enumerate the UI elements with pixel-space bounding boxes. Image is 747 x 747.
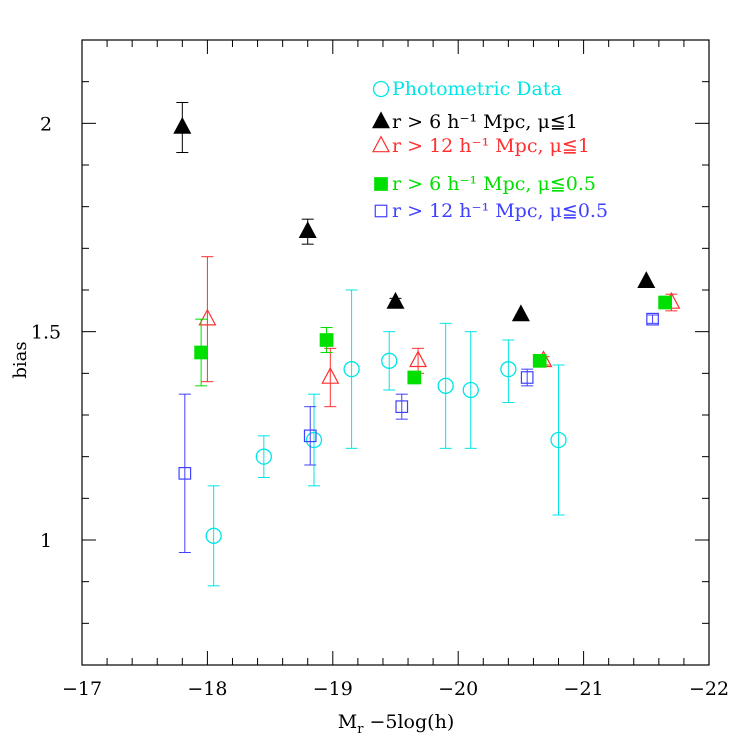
legend-label: r > 6 h⁻¹ Mpc, μ≦1 — [392, 111, 578, 133]
legend-item-1: r > 6 h⁻¹ Mpc, μ≦1 — [372, 111, 578, 133]
legend-item-3: r > 6 h⁻¹ Mpc, μ≦0.5 — [374, 173, 596, 195]
marker-circle — [462, 381, 479, 399]
data-point — [205, 485, 222, 587]
series-0 — [205, 289, 567, 587]
marker-triangle — [173, 116, 192, 134]
data-point — [381, 331, 398, 391]
legend-label: Photometric Data — [392, 78, 562, 100]
marker-triangle — [198, 308, 217, 326]
legend-item-0: Photometric Data — [372, 78, 562, 100]
data-point — [437, 322, 454, 449]
series-1 — [173, 102, 656, 322]
marker-triangle — [386, 291, 405, 309]
marker-triangle — [409, 350, 428, 368]
marker-circle — [437, 377, 454, 394]
data-point — [321, 347, 340, 408]
x-tick-label: −21 — [564, 678, 604, 700]
data-point — [520, 368, 534, 387]
data-point — [500, 339, 517, 403]
data-point — [550, 364, 567, 516]
x-axis-title-main: M — [338, 711, 357, 733]
series-2 — [198, 256, 681, 408]
y-tick-label: 2 — [40, 113, 52, 135]
x-axis-title: Mr −5log(h) — [338, 711, 454, 737]
x-tick-label: −18 — [187, 678, 227, 700]
marker-circle — [381, 352, 398, 369]
marker-square — [520, 371, 534, 384]
series-layer — [173, 102, 681, 587]
x-axis-title-rest: −5log(h) — [363, 711, 454, 733]
data-point — [343, 289, 360, 449]
marker-triangle — [372, 135, 390, 153]
legend-label: r > 12 h⁻¹ Mpc, μ≦0.5 — [392, 200, 608, 222]
x-axis-title-subscript: r — [357, 722, 364, 737]
data-point — [319, 327, 334, 353]
axis-titles: Mr −5log(h) bias — [10, 341, 454, 737]
data-point — [532, 353, 547, 368]
data-point — [646, 312, 659, 326]
data-point — [173, 102, 192, 153]
y-tick-label: 1.5 — [31, 322, 61, 344]
series-3 — [194, 295, 672, 387]
legend-item-2: r > 12 h⁻¹ Mpc, μ≦1 — [372, 135, 590, 157]
y-tick-labels: 11.52 — [31, 113, 61, 552]
data-point — [303, 406, 317, 466]
marker-triangle — [637, 271, 656, 288]
marker-square — [319, 333, 334, 347]
marker-circle — [205, 527, 222, 544]
marker-square — [303, 429, 317, 443]
marker-square — [194, 345, 208, 360]
data-point — [194, 318, 208, 387]
marker-triangle — [298, 221, 317, 238]
marker-square — [374, 177, 388, 191]
data-point — [637, 271, 656, 288]
axis-ticks — [81, 39, 710, 666]
data-point — [407, 370, 422, 385]
data-point — [178, 393, 192, 553]
marker-triangle — [511, 304, 530, 322]
data-point — [409, 347, 428, 374]
x-tick-labels: −17 −18 −19 −20 −21 −22 — [62, 678, 729, 700]
marker-square — [532, 353, 547, 368]
marker-triangle — [321, 366, 340, 384]
marker-triangle — [372, 111, 390, 129]
marker-square — [395, 400, 409, 414]
legend-label: r > 12 h⁻¹ Mpc, μ≦1 — [392, 135, 590, 157]
data-point — [198, 256, 217, 383]
y-axis-title: bias — [10, 341, 31, 378]
data-point — [305, 393, 323, 487]
data-point — [298, 218, 317, 245]
marker-square — [646, 312, 659, 326]
data-point — [395, 393, 409, 420]
data-point — [386, 291, 405, 309]
data-point — [462, 331, 479, 449]
marker-circle — [255, 448, 272, 465]
x-tick-label: −19 — [313, 678, 353, 700]
x-tick-label: −22 — [689, 678, 729, 700]
marker-square — [658, 295, 672, 310]
marker-square — [407, 370, 422, 385]
legend-label: r > 6 h⁻¹ Mpc, μ≦0.5 — [392, 173, 596, 195]
data-point — [658, 295, 672, 310]
data-point — [255, 435, 272, 478]
marker-circle — [500, 361, 517, 378]
marker-square — [178, 466, 192, 480]
marker-circle — [305, 431, 323, 449]
plot-frame — [81, 39, 710, 666]
marker-square — [374, 204, 388, 218]
series-4 — [178, 312, 659, 553]
marker-circle — [343, 361, 360, 378]
legend-item-4: r > 12 h⁻¹ Mpc, μ≦0.5 — [374, 200, 608, 222]
data-point — [511, 304, 530, 322]
x-tick-label: −20 — [438, 678, 478, 700]
y-tick-label: 1 — [40, 530, 52, 552]
marker-circle — [550, 431, 567, 449]
x-tick-label: −17 — [62, 678, 102, 700]
marker-circle — [372, 80, 390, 98]
